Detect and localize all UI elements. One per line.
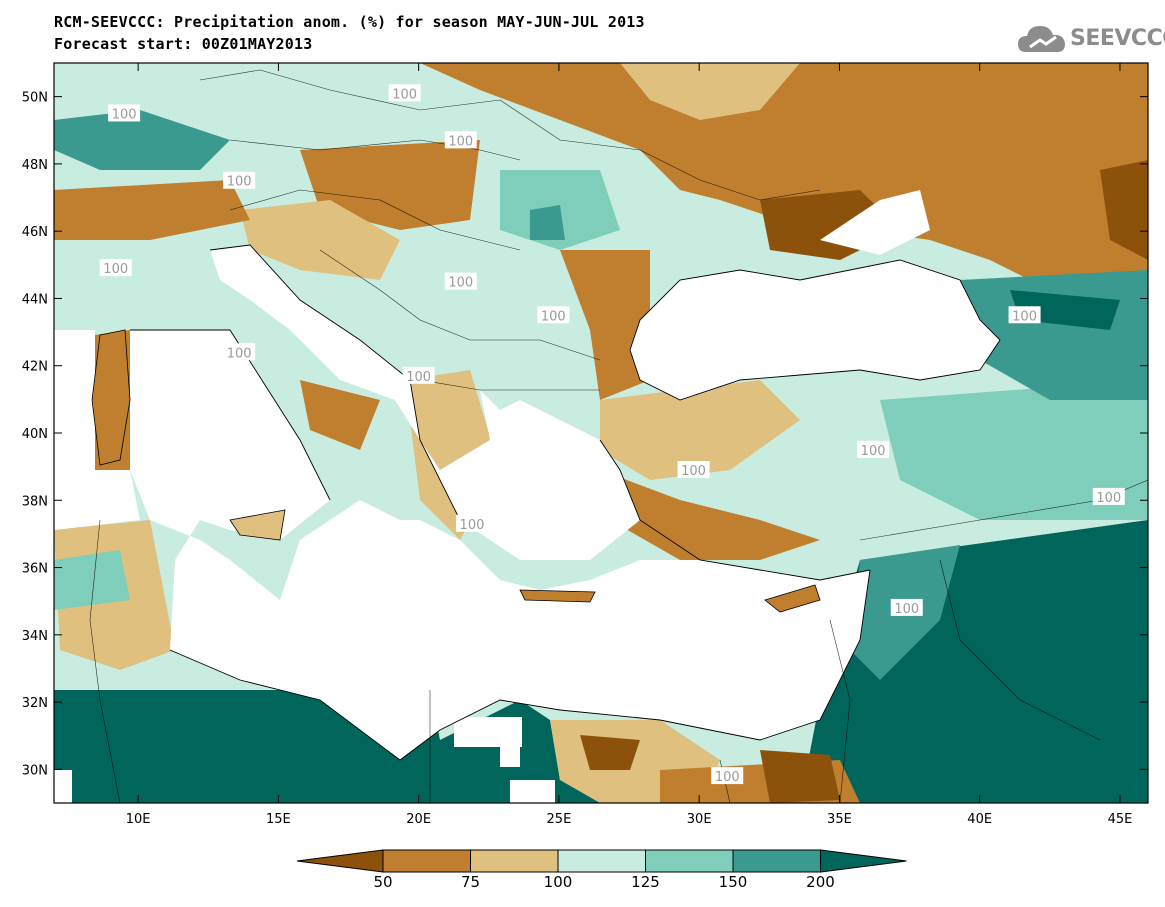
near-normal-west-anatolia <box>600 380 800 480</box>
missing-data-patch <box>510 780 555 803</box>
dry-hungary <box>300 140 480 230</box>
legend-label: 200 <box>806 873 835 891</box>
longitude-axis: 10E 15E 20E 25E 30E 35E 40E 45E <box>126 63 1133 827</box>
very-dry-east <box>1100 160 1148 260</box>
lat-tick-label: 36N <box>22 562 48 577</box>
legend-label: 125 <box>631 873 660 891</box>
dry-region-northeast <box>420 63 1148 300</box>
contour-label: 100 <box>1096 491 1121 506</box>
lon-tick-label: 30E <box>687 812 712 827</box>
contour-labels: 100 100 100 100 100 100 100 100 100 100 100 100 100 1… <box>99 84 1125 785</box>
contour-label-bg <box>223 343 256 361</box>
latitude-axis: 50N 48N 46N 44N 42N 40N 38N 36N 34N 32N 30N <box>22 91 1148 778</box>
lat-tick-label: 38N <box>22 494 48 509</box>
contour-label-bg <box>388 84 421 102</box>
contour-label: 100 <box>861 444 886 459</box>
contour-label-bg <box>890 598 923 616</box>
contour-label-bg <box>537 306 570 324</box>
dry-romania-coast <box>560 250 650 400</box>
contour-label: 100 <box>448 276 473 291</box>
contour-label: 100 <box>227 346 252 361</box>
forecast-start-text: Forecast start: 00Z01MAY2013 <box>54 35 313 53</box>
seevccc-logo: SEEVCCC <box>1016 22 1165 58</box>
wet-tunisia <box>54 550 130 610</box>
lon-tick-label: 35E <box>827 812 852 827</box>
legend-label: 100 <box>543 873 573 891</box>
missing-data-patch <box>54 770 72 803</box>
contour-label-bg <box>455 514 488 532</box>
contour-label: 100 <box>406 370 431 385</box>
contour-label-bg <box>402 366 435 384</box>
sicily <box>229 509 286 541</box>
legend-label: 75 <box>460 873 481 891</box>
crete <box>519 589 596 603</box>
contour-label: 100 <box>715 770 740 785</box>
logo-text: SEEVCCC <box>1070 26 1165 51</box>
sardinia-corsica <box>91 329 131 466</box>
adriatic-ionian-sea <box>210 245 640 560</box>
lat-tick-label: 40N <box>22 427 48 442</box>
sea-of-azov <box>820 190 930 255</box>
lon-tick-label: 45E <box>1108 812 1133 827</box>
wet-ukraine-core <box>530 205 565 240</box>
lon-tick-label: 25E <box>547 812 572 827</box>
contour-label: 100 <box>112 107 137 122</box>
contour-label: 100 <box>448 134 473 149</box>
contour-label-bg <box>444 131 477 149</box>
dry-south-italy <box>300 380 380 450</box>
lat-tick-label: 32N <box>22 696 48 711</box>
lat-tick-label: 44N <box>22 292 48 307</box>
contour-label: 100 <box>460 518 485 533</box>
very-dry-sinai-core <box>760 750 840 803</box>
cloud-icon <box>1018 26 1065 52</box>
contour-label: 100 <box>681 464 706 479</box>
lat-tick-label: 48N <box>22 158 48 173</box>
wet-germany <box>54 110 230 170</box>
lat-tick-label: 30N <box>22 763 48 778</box>
contour-label-bg <box>99 259 132 277</box>
dry-south-anatolia <box>600 470 820 560</box>
map-field <box>54 63 1148 803</box>
black-sea <box>630 260 1000 400</box>
lat-tick-label: 50N <box>22 91 48 106</box>
contour-label-bg <box>1092 487 1125 505</box>
contour-label: 100 <box>227 175 252 190</box>
lon-tick-label: 40E <box>967 812 992 827</box>
legend-label: 150 <box>718 873 748 891</box>
contour-label: 100 <box>541 309 566 324</box>
contour-label-bg <box>444 272 477 290</box>
lon-tick-label: 10E <box>126 812 151 827</box>
near-normal-north <box>620 63 800 120</box>
mediterranean-sea <box>130 330 870 760</box>
lon-tick-label: 20E <box>406 812 431 827</box>
contour-label-bg <box>1008 306 1041 324</box>
lat-tick-label: 46N <box>22 225 48 240</box>
contour-label-bg <box>857 440 890 458</box>
contour-label: 100 <box>1012 309 1037 324</box>
dry-alps <box>54 180 250 240</box>
contour-label: 100 <box>103 262 128 277</box>
wet-east-anatolia <box>880 380 1148 520</box>
western-mediterranean <box>54 330 140 530</box>
contour-label: 100 <box>392 87 417 102</box>
very-dry-egypt <box>580 735 640 770</box>
missing-data-patch <box>500 745 520 767</box>
near-normal-balkans <box>240 200 400 280</box>
lat-tick-label: 42N <box>22 360 48 375</box>
cyprus <box>764 584 821 613</box>
coastlines <box>130 244 1001 761</box>
lon-tick-label: 15E <box>266 812 291 827</box>
very-wet-libya <box>54 690 700 803</box>
contour-label-bg <box>223 171 256 189</box>
country-borders <box>89 69 1148 803</box>
contour-label: 100 <box>894 602 919 617</box>
missing-data-patch <box>454 717 522 747</box>
chart-title: RCM-SEEVCCC: Precipitation anom. (%) for… <box>54 13 645 31</box>
contour-label-bg <box>108 104 141 122</box>
contour-label-bg <box>711 767 744 785</box>
legend-label: 50 <box>373 873 393 891</box>
lat-tick-label: 34N <box>22 629 48 644</box>
contour-label-bg <box>677 461 710 478</box>
